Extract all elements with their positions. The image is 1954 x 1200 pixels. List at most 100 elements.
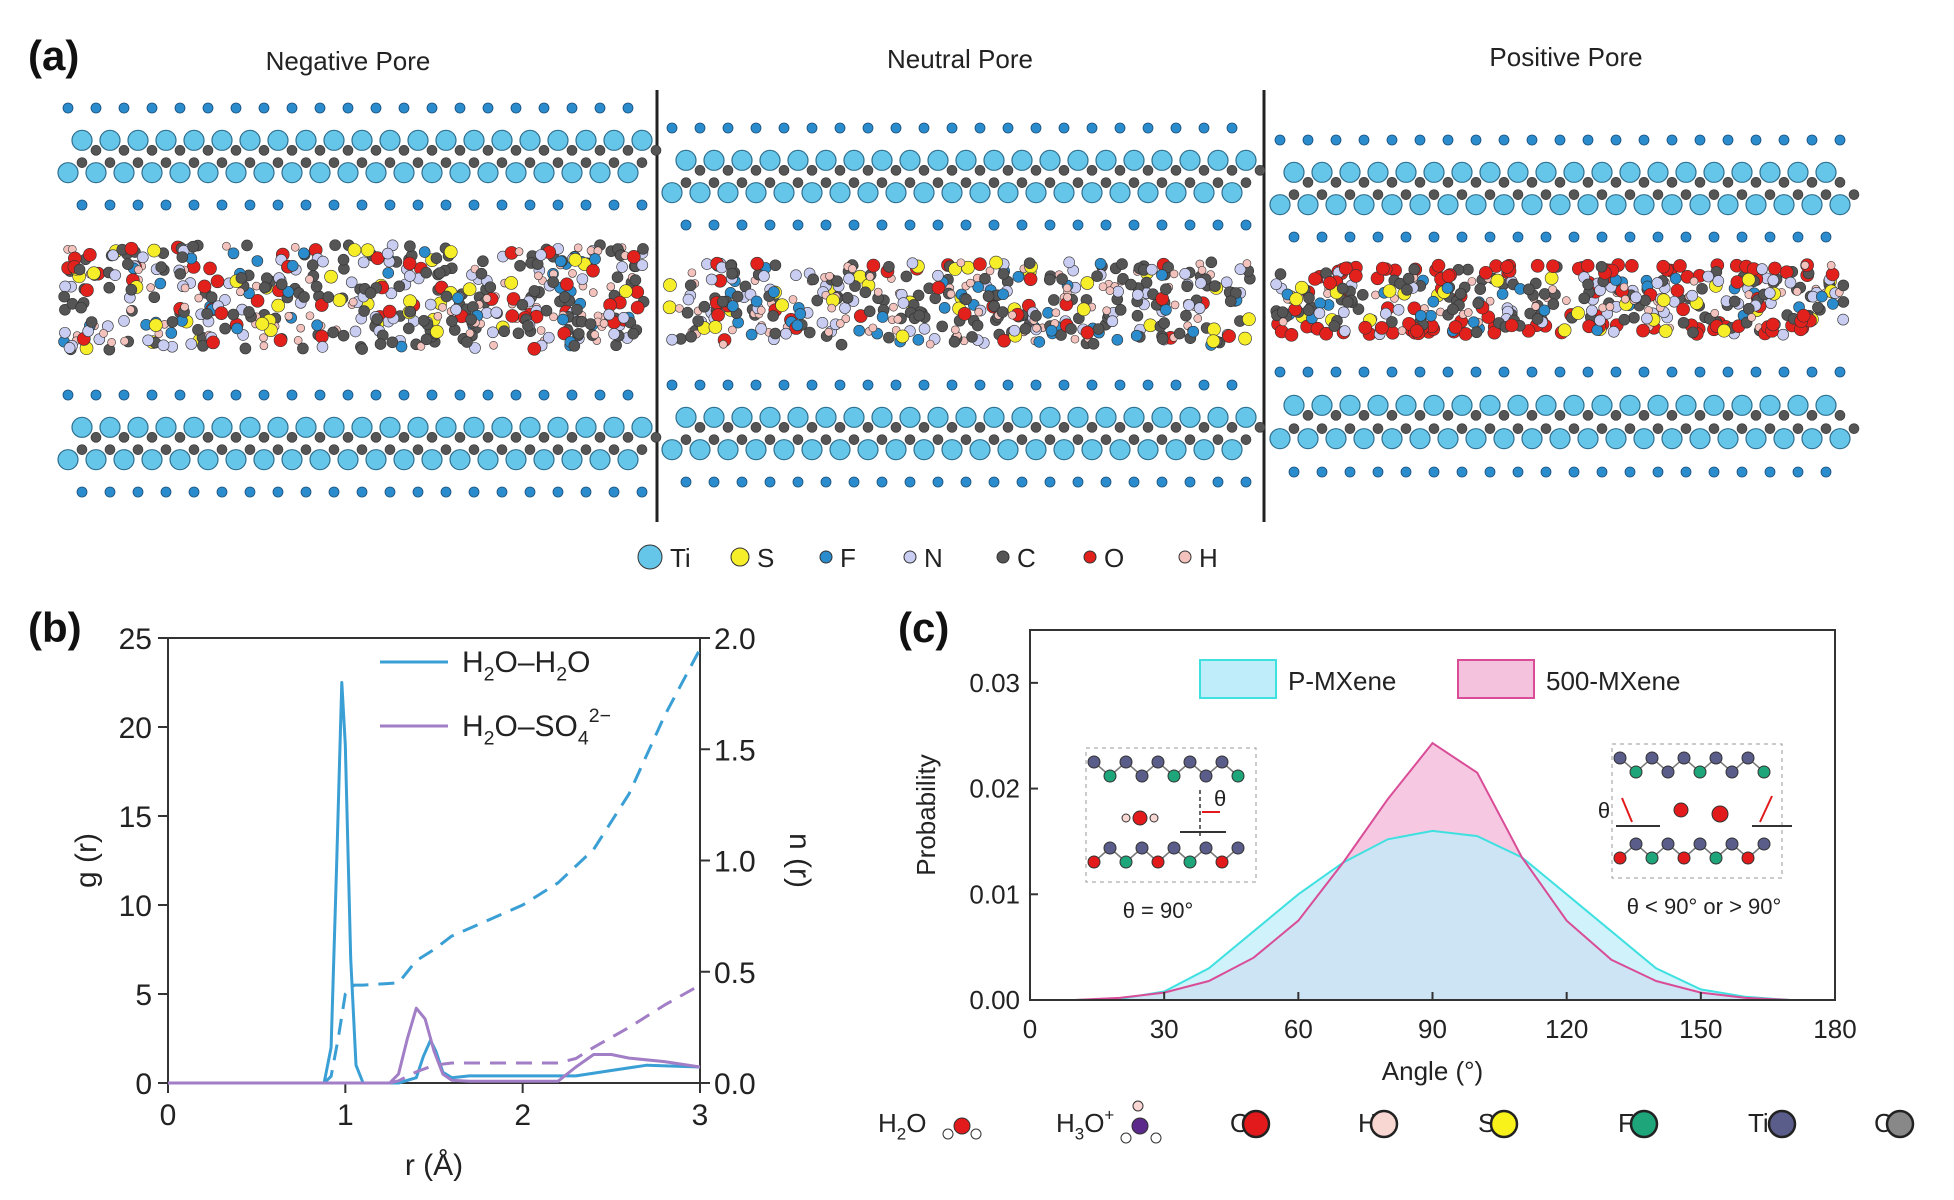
mxene-atom bbox=[1058, 122, 1070, 134]
mxene-atom bbox=[960, 434, 972, 445]
mxene-atom bbox=[1442, 366, 1454, 378]
mxene-atom bbox=[482, 145, 494, 156]
confined-atom bbox=[1826, 261, 1836, 270]
mxene-atom bbox=[1736, 231, 1748, 243]
mxene-atom bbox=[202, 102, 214, 114]
confined-atom bbox=[708, 320, 723, 334]
confined-atom bbox=[332, 293, 347, 307]
confined-atom bbox=[420, 333, 433, 346]
mxene-atom bbox=[491, 129, 513, 151]
confined-atom bbox=[1676, 302, 1690, 317]
confined-atom bbox=[1812, 301, 1824, 314]
confined-atom bbox=[370, 251, 385, 266]
confined-atom bbox=[750, 295, 763, 308]
mxene-atom bbox=[1498, 410, 1510, 421]
confined-atom bbox=[843, 272, 855, 285]
confined-atom bbox=[1620, 294, 1630, 304]
mxene-atom bbox=[918, 379, 930, 391]
confined-atom bbox=[1180, 309, 1192, 322]
confined-atom bbox=[675, 304, 684, 313]
mxene-atom bbox=[843, 149, 865, 171]
mxene-atom bbox=[941, 439, 963, 461]
mxene-atom bbox=[407, 129, 429, 151]
mxene-atom bbox=[1330, 177, 1342, 188]
confined-atom bbox=[194, 293, 204, 303]
confined-atom bbox=[1270, 278, 1282, 291]
mxene-atom bbox=[76, 199, 88, 211]
confined-atom bbox=[1091, 270, 1103, 282]
confined-atom bbox=[627, 327, 640, 340]
mxene-atom bbox=[1512, 231, 1524, 243]
mxene-atom bbox=[1694, 410, 1706, 421]
confined-atom bbox=[662, 300, 677, 315]
mxene-atom bbox=[1030, 422, 1042, 433]
mxene-atom bbox=[1058, 165, 1070, 176]
confined-atom bbox=[382, 267, 395, 279]
mxene-atom bbox=[750, 165, 762, 176]
confined-atom bbox=[989, 255, 1003, 270]
mxene-atom bbox=[146, 145, 158, 156]
mxene-atom bbox=[1806, 366, 1818, 378]
confined-atom bbox=[63, 342, 76, 354]
confined-atom bbox=[381, 247, 394, 260]
confined-atom bbox=[1670, 283, 1685, 298]
species-atom-marker bbox=[1369, 1109, 1399, 1139]
confined-atom bbox=[780, 327, 792, 340]
mxene-atom bbox=[1311, 394, 1333, 416]
mxene-atom bbox=[1829, 194, 1851, 216]
mxene-atom bbox=[1025, 439, 1047, 461]
confined-atom bbox=[192, 324, 204, 336]
mxene-atom bbox=[1274, 134, 1286, 146]
mxene-atom bbox=[636, 486, 648, 498]
mxene-atom bbox=[1820, 423, 1832, 434]
mxene-atom bbox=[519, 416, 541, 438]
mxene-atom bbox=[510, 102, 522, 114]
confined-atom bbox=[588, 288, 598, 297]
confined-atom bbox=[974, 307, 983, 317]
confined-atom bbox=[142, 334, 154, 347]
confined-atom bbox=[1777, 328, 1789, 341]
mxene-atom bbox=[1708, 231, 1720, 243]
mxene-atom bbox=[955, 406, 977, 428]
mxene-atom bbox=[1442, 134, 1454, 146]
mxene-atom bbox=[1226, 379, 1238, 391]
confined-atom bbox=[1401, 284, 1413, 296]
confined-atom bbox=[1673, 259, 1687, 273]
confined-atom bbox=[103, 281, 116, 294]
confined-atom bbox=[1547, 298, 1560, 310]
mxene-atom bbox=[1507, 161, 1529, 183]
mxene-atom bbox=[876, 219, 888, 231]
confined-atom bbox=[758, 270, 770, 282]
mxene-atom bbox=[1235, 149, 1257, 171]
panel-a-label: (a) bbox=[28, 32, 79, 79]
mxene-atom bbox=[1193, 439, 1215, 461]
confined-atom bbox=[516, 298, 529, 311]
mxene-atom bbox=[1512, 466, 1524, 478]
confined-atom bbox=[1651, 277, 1664, 289]
species-water-h bbox=[942, 1128, 954, 1140]
mxene-atom bbox=[421, 449, 443, 471]
mxene-atom bbox=[941, 182, 963, 204]
mxene-atom bbox=[1666, 366, 1678, 378]
inset-water-h bbox=[1121, 813, 1131, 823]
confined-atom bbox=[371, 313, 384, 325]
mxene-atom bbox=[666, 379, 678, 391]
mxene-atom bbox=[407, 416, 429, 438]
confined-atom bbox=[297, 342, 309, 355]
confined-atom bbox=[1197, 265, 1207, 275]
confined-atom bbox=[358, 305, 370, 317]
mxene-atom bbox=[736, 434, 748, 445]
confined-atom bbox=[824, 327, 833, 337]
confined-atom bbox=[572, 327, 585, 340]
mxene-atom bbox=[1086, 122, 1098, 134]
mxene-atom bbox=[1703, 161, 1725, 183]
inset-atom bbox=[1119, 855, 1133, 869]
mxene-atom bbox=[1011, 149, 1033, 171]
confined-atom bbox=[1048, 294, 1060, 306]
confined-atom bbox=[434, 267, 446, 279]
mxene-atom bbox=[393, 449, 415, 471]
mxene-atom bbox=[197, 449, 219, 471]
x-tick-label: 180 bbox=[1813, 1014, 1856, 1044]
mxene-atom bbox=[983, 406, 1005, 428]
confined-atom bbox=[979, 272, 991, 285]
